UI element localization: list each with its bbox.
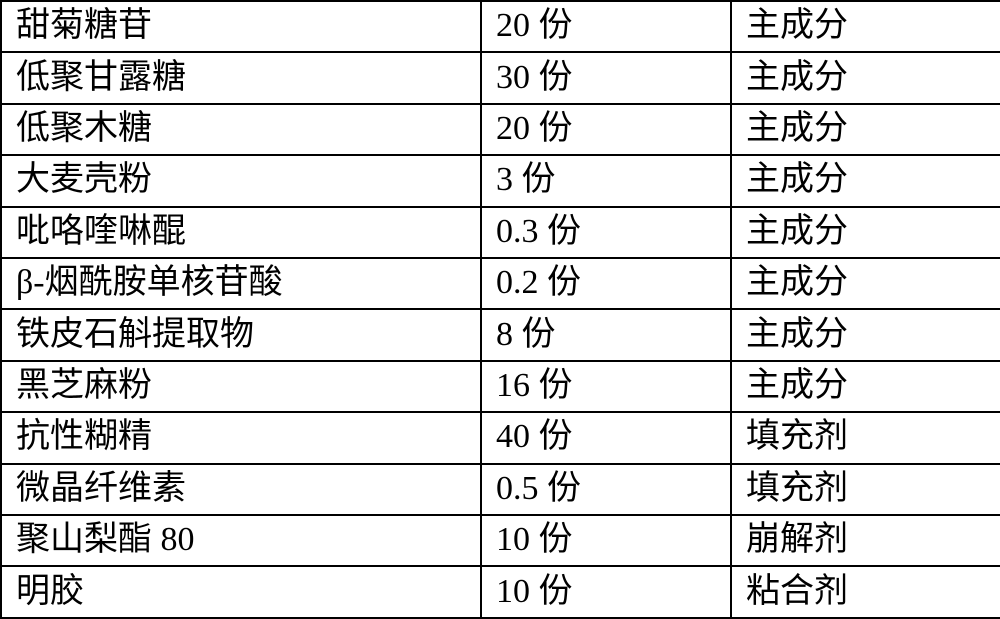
cell-amount: 40 份 <box>481 412 731 463</box>
table-row: 铁皮石斛提取物 8 份 主成分 <box>1 309 1000 360</box>
cell-amount: 0.2 份 <box>481 258 731 309</box>
table-body: 甜菊糖苷 20 份 主成分 低聚甘露糖 30 份 主成分 低聚木糖 20 份 主… <box>1 1 1000 618</box>
cell-amount: 30 份 <box>481 52 731 103</box>
table-row: 甜菊糖苷 20 份 主成分 <box>1 1 1000 52</box>
cell-amount: 0.3 份 <box>481 207 731 258</box>
cell-role: 填充剂 <box>731 464 1000 515</box>
table-row: 微晶纤维素 0.5 份 填充剂 <box>1 464 1000 515</box>
cell-ingredient: 明胶 <box>1 566 481 617</box>
cell-role: 崩解剂 <box>731 515 1000 566</box>
cell-role: 主成分 <box>731 52 1000 103</box>
cell-amount: 8 份 <box>481 309 731 360</box>
cell-ingredient: 吡咯喹啉醌 <box>1 207 481 258</box>
cell-ingredient: 低聚甘露糖 <box>1 52 481 103</box>
cell-ingredient: 大麦壳粉 <box>1 155 481 206</box>
table-row: 大麦壳粉 3 份 主成分 <box>1 155 1000 206</box>
cell-role: 主成分 <box>731 155 1000 206</box>
cell-role: 填充剂 <box>731 412 1000 463</box>
cell-ingredient: β-烟酰胺单核苷酸 <box>1 258 481 309</box>
table-row: 聚山梨酯 80 10 份 崩解剂 <box>1 515 1000 566</box>
table-row: 低聚甘露糖 30 份 主成分 <box>1 52 1000 103</box>
table-row: β-烟酰胺单核苷酸 0.2 份 主成分 <box>1 258 1000 309</box>
cell-amount: 10 份 <box>481 515 731 566</box>
cell-amount: 10 份 <box>481 566 731 617</box>
cell-role: 主成分 <box>731 309 1000 360</box>
cell-role: 主成分 <box>731 207 1000 258</box>
cell-ingredient: 黑芝麻粉 <box>1 361 481 412</box>
cell-role: 主成分 <box>731 104 1000 155</box>
table-row: 明胶 10 份 粘合剂 <box>1 566 1000 617</box>
cell-amount: 20 份 <box>481 104 731 155</box>
cell-amount: 20 份 <box>481 1 731 52</box>
table-row: 吡咯喹啉醌 0.3 份 主成分 <box>1 207 1000 258</box>
table-row: 黑芝麻粉 16 份 主成分 <box>1 361 1000 412</box>
cell-role: 主成分 <box>731 361 1000 412</box>
table-row: 抗性糊精 40 份 填充剂 <box>1 412 1000 463</box>
cell-role: 主成分 <box>731 1 1000 52</box>
cell-ingredient: 微晶纤维素 <box>1 464 481 515</box>
ingredients-table: 甜菊糖苷 20 份 主成分 低聚甘露糖 30 份 主成分 低聚木糖 20 份 主… <box>0 0 1000 619</box>
cell-role: 主成分 <box>731 258 1000 309</box>
cell-ingredient: 低聚木糖 <box>1 104 481 155</box>
cell-ingredient: 抗性糊精 <box>1 412 481 463</box>
cell-ingredient: 甜菊糖苷 <box>1 1 481 52</box>
table-row: 低聚木糖 20 份 主成分 <box>1 104 1000 155</box>
cell-amount: 3 份 <box>481 155 731 206</box>
cell-ingredient: 聚山梨酯 80 <box>1 515 481 566</box>
cell-role: 粘合剂 <box>731 566 1000 617</box>
cell-amount: 0.5 份 <box>481 464 731 515</box>
cell-ingredient: 铁皮石斛提取物 <box>1 309 481 360</box>
cell-amount: 16 份 <box>481 361 731 412</box>
